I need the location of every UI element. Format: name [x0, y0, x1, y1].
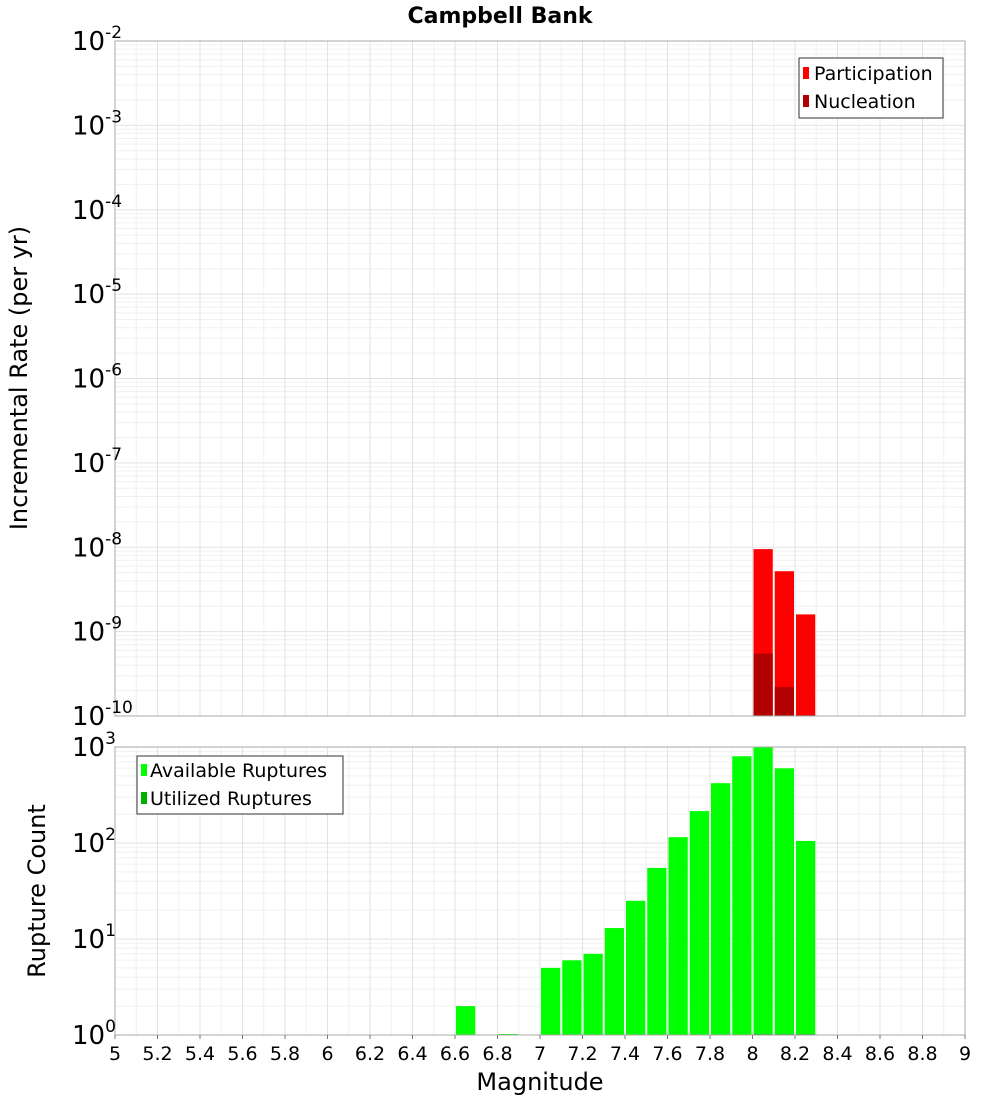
top-legend: Participation Nucleation [798, 57, 944, 119]
top-y-tick-label: 10-4 [72, 192, 122, 226]
rupture-count-panel: 103 102 101 100 Rupture Count Available Rup… [23, 729, 971, 1096]
x-tick-labels: 5 5.2 5.4 5.6 5.8 6 6.2 6.4 6.6 6.8 7 7.2 7.4 7.6 7.8 8… [109, 1035, 971, 1065]
available-ruptures-bar [753, 747, 773, 1035]
x-tick-label: 9 [959, 1043, 971, 1065]
top-y-axis-label: Incremental Rate (per yr) [5, 226, 33, 530]
bottom-legend-box [136, 755, 344, 815]
x-tick-label: 7.6 [652, 1043, 682, 1065]
top-y-tick-label: 10-8 [72, 529, 122, 563]
legend-swatch-participation [803, 67, 809, 79]
nucleation-bar [753, 653, 773, 716]
legend-label-available: Available Ruptures [150, 760, 327, 782]
top-y-tick-labels: 10-2 10-3 10-4 10-5 10-6 10-7 10-8 10-9 10-10 [72, 23, 133, 732]
available-ruptures-bar [647, 867, 667, 1035]
available-ruptures-bar [774, 768, 794, 1035]
x-tick-label: 5.6 [227, 1043, 257, 1065]
bottom-y-axis-label: Rupture Count [23, 804, 51, 978]
x-tick-label: 5 [109, 1043, 121, 1065]
x-tick-label: 5.2 [142, 1043, 172, 1065]
x-axis-label: Magnitude [476, 1068, 603, 1096]
available-ruptures-bar [796, 840, 816, 1035]
x-tick-label: 7 [534, 1043, 546, 1065]
top-y-tick-label: 10-3 [72, 107, 122, 141]
top-y-tick-label: 10-5 [72, 276, 122, 310]
top-y-tick-label: 10-6 [72, 361, 122, 395]
x-tick-label: 5.4 [185, 1043, 215, 1065]
x-tick-label: 6.4 [397, 1043, 427, 1065]
legend-label-nucleation: Nucleation [814, 91, 916, 113]
available-ruptures-bar [456, 1006, 476, 1035]
legend-label-utilized: Utilized Ruptures [150, 788, 312, 810]
legend-swatch-nucleation [803, 95, 809, 107]
x-tick-label: 8.6 [865, 1043, 895, 1065]
x-tick-label: 6.6 [440, 1043, 470, 1065]
chart-title: Campbell Bank [408, 4, 594, 29]
available-ruptures-bar [711, 783, 731, 1035]
x-tick-label: 8.8 [907, 1043, 937, 1065]
nucleation-bar [774, 687, 794, 716]
available-ruptures-bar [689, 811, 709, 1035]
x-tick-label: 8.4 [822, 1043, 852, 1065]
available-ruptures-bar [562, 960, 582, 1035]
top-y-tick-label: 10-10 [72, 698, 133, 732]
participation-bar [796, 614, 816, 716]
top-bars [753, 549, 816, 716]
x-tick-label: 8 [746, 1043, 758, 1065]
incremental-rate-panel: 10-2 10-3 10-4 10-5 10-6 10-7 10-8 10-9 10-10 In… [5, 23, 966, 732]
legend-swatch-utilized [141, 792, 147, 804]
available-ruptures-bar [626, 900, 646, 1035]
x-tick-label: 7.2 [567, 1043, 597, 1065]
x-tick-label: 5.8 [270, 1043, 300, 1065]
participation-bar [774, 571, 794, 716]
top-legend-box [798, 57, 944, 119]
available-ruptures-bar [732, 756, 752, 1035]
bottom-bars [456, 747, 816, 1035]
top-y-tick-label: 10-2 [72, 23, 122, 57]
top-y-tick-label: 10-7 [72, 445, 122, 479]
available-ruptures-bar [583, 953, 603, 1035]
available-ruptures-bar [604, 928, 624, 1035]
available-ruptures-bar [541, 967, 561, 1035]
top-plot-frame [114, 40, 966, 717]
x-tick-label: 6.8 [482, 1043, 512, 1065]
x-tick-label: 6.2 [355, 1043, 385, 1065]
bottom-legend: Available Ruptures Utilized Ruptures [136, 755, 344, 815]
bottom-y-tick-label: 103 [72, 729, 116, 763]
top-gridlines [114, 40, 966, 717]
legend-swatch-available [141, 764, 147, 776]
bottom-y-tick-label: 100 [72, 1017, 116, 1051]
available-ruptures-bar [668, 837, 688, 1035]
bottom-y-tick-label: 101 [72, 921, 116, 955]
x-tick-label: 7.4 [610, 1043, 640, 1065]
bottom-y-tick-labels: 103 102 101 100 [72, 729, 116, 1051]
x-tick-label: 7.8 [695, 1043, 725, 1065]
legend-label-participation: Participation [814, 63, 933, 85]
top-y-tick-label: 10-9 [72, 614, 122, 648]
x-tick-label: 8.2 [780, 1043, 810, 1065]
x-tick-label: 6 [321, 1043, 333, 1065]
bottom-y-tick-label: 102 [72, 825, 116, 859]
